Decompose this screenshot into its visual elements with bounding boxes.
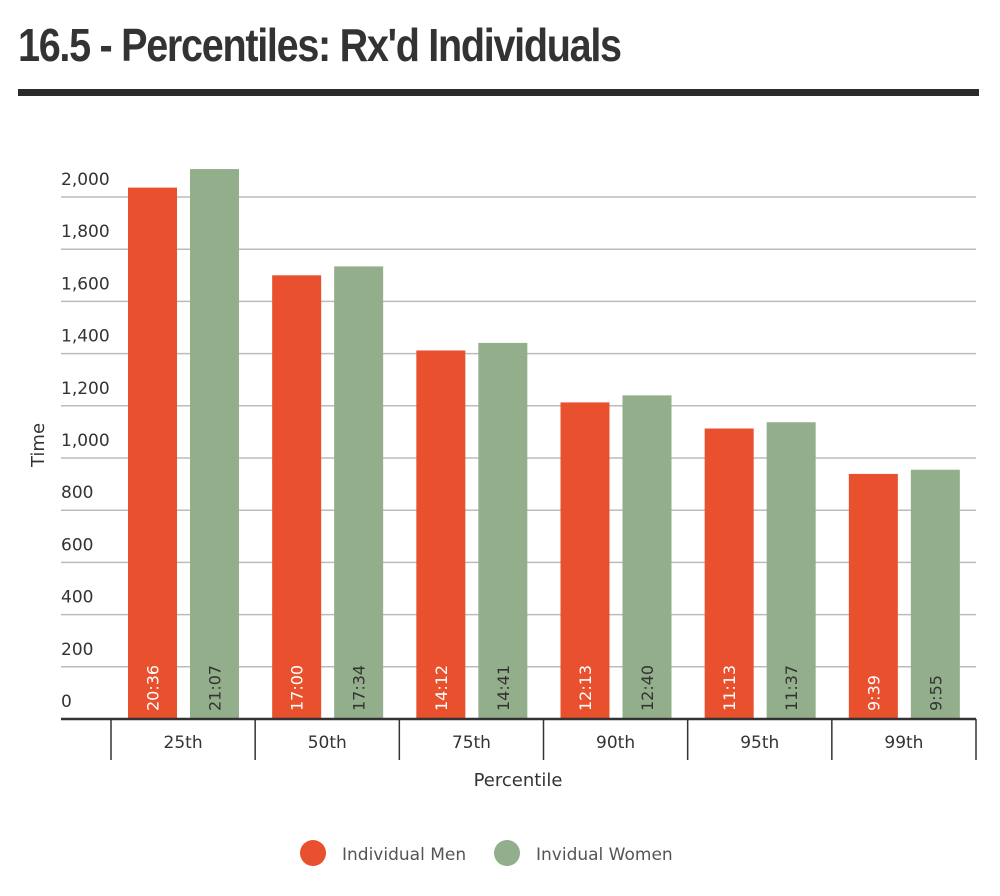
data-label: 14:41 (494, 665, 513, 711)
y-tick-label: 0 (61, 692, 72, 712)
y-tick-label: 1,200 (61, 379, 110, 399)
x-tick-label: 95th (740, 733, 779, 753)
y-tick-label: 1,800 (61, 222, 110, 242)
data-label: 20:36 (144, 665, 163, 711)
legend-swatch-women (494, 840, 520, 866)
data-label: 11:37 (782, 665, 801, 711)
y-axis-title: Time (28, 423, 49, 468)
bar-men (560, 402, 610, 719)
y-tick-label: 1,400 (61, 327, 110, 347)
bar-women (190, 169, 239, 719)
bar-men (416, 350, 466, 719)
y-tick-label: 400 (61, 588, 93, 608)
bar-women (478, 342, 528, 719)
bar-men (128, 187, 177, 719)
data-label: 17:00 (288, 665, 307, 711)
x-tick-label: 25th (164, 733, 203, 753)
legend-swatch-men (300, 840, 326, 866)
data-label: 9:39 (864, 675, 883, 711)
data-label: 21:07 (206, 665, 225, 711)
y-tick-label: 200 (61, 640, 93, 660)
bar-men (272, 275, 322, 719)
y-tick-label: 600 (61, 535, 93, 555)
x-axis-title: Percentile (474, 770, 563, 791)
y-tick-label: 2,000 (61, 170, 110, 190)
x-tick-label: 90th (596, 733, 635, 753)
x-tick-label: 50th (308, 733, 347, 753)
y-tick-label: 1,600 (61, 274, 110, 294)
bar-women (622, 395, 672, 719)
data-label: 14:12 (432, 665, 451, 711)
x-tick-label: 99th (884, 733, 923, 753)
data-label: 12:40 (638, 665, 657, 711)
bar-men (848, 473, 898, 719)
bar-women (766, 422, 816, 719)
data-label: 12:13 (576, 665, 595, 711)
legend-label: Individual Men (342, 845, 466, 865)
title-underline (18, 89, 979, 96)
x-tick-label: 75th (452, 733, 491, 753)
data-label: 17:34 (350, 665, 369, 711)
y-tick-label: 800 (61, 483, 93, 503)
data-label: 11:13 (720, 665, 739, 711)
bar-women (910, 469, 960, 719)
bar-men (704, 428, 754, 719)
bar-women (334, 266, 384, 719)
y-tick-label: 1,000 (61, 431, 110, 451)
page-title: 16.5 - Percentiles: Rx'd Individuals (18, 19, 622, 71)
legend-label: Invidual Women (536, 845, 673, 865)
data-label: 9:55 (926, 675, 945, 711)
